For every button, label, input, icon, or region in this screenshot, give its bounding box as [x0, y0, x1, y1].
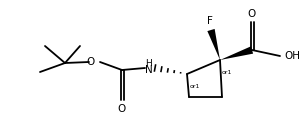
Text: F: F — [207, 16, 213, 26]
Text: or1: or1 — [222, 70, 232, 75]
Text: or1: or1 — [190, 84, 200, 89]
Text: O: O — [87, 57, 95, 67]
Text: OH: OH — [284, 51, 300, 61]
Text: O: O — [248, 9, 256, 19]
Polygon shape — [207, 29, 220, 60]
Polygon shape — [220, 46, 253, 60]
Text: H: H — [146, 58, 152, 67]
Text: O: O — [118, 104, 126, 114]
Text: N: N — [145, 65, 153, 75]
